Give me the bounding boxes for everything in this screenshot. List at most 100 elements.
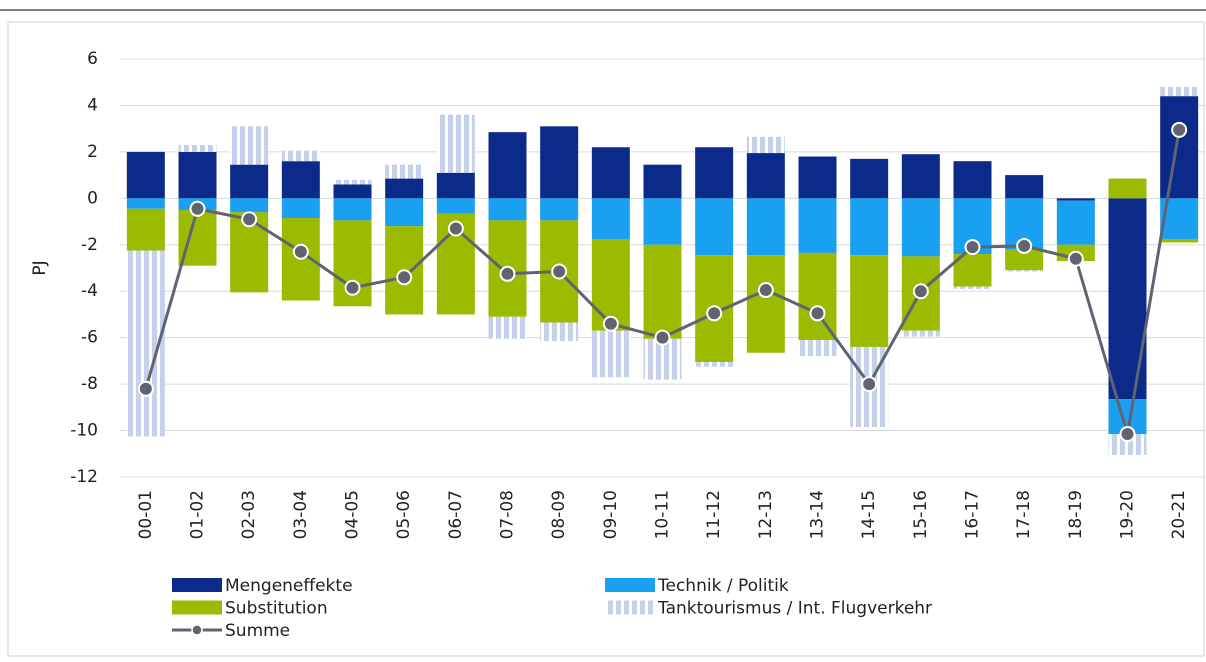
legend-swatch-marker [191, 624, 203, 636]
sum-marker [447, 220, 464, 237]
bar-segment [333, 184, 372, 199]
bar-segment [281, 150, 320, 162]
bar-segment [333, 179, 372, 185]
bar-segment [953, 286, 992, 289]
x-tick-label: 00-01 [136, 490, 156, 539]
bar-segment [591, 198, 630, 239]
x-tick-label: 03-04 [291, 490, 311, 539]
sum-marker [137, 380, 154, 397]
x-tick-label: 06-07 [446, 490, 466, 539]
bar-segment [540, 322, 579, 342]
bar-segment [798, 339, 837, 357]
bar-segment [746, 153, 785, 199]
bar-segment [746, 255, 785, 353]
sum-marker [1119, 426, 1136, 443]
bar-segment [798, 156, 837, 199]
bar-segment [1160, 238, 1199, 243]
y-tick-label: 0 [87, 188, 98, 208]
bar-segment [488, 198, 527, 221]
bar-segment [798, 252, 837, 340]
x-tick-label: 09-10 [601, 490, 621, 539]
bar-segment [178, 151, 217, 199]
bar-segment [1056, 200, 1095, 245]
x-tick-label: 16-17 [963, 490, 983, 539]
legend-swatch [605, 578, 655, 592]
x-tick-label: 01-02 [188, 490, 208, 539]
x-tick-label: 11-12 [704, 490, 724, 539]
sum-marker [1067, 250, 1084, 267]
bar-segment [1108, 434, 1147, 455]
sum-marker [861, 376, 878, 393]
bar-segment [488, 316, 527, 339]
bar-segment [850, 255, 889, 347]
bar-segment [230, 126, 269, 165]
y-tick-label: -12 [70, 467, 98, 487]
bar-segment [746, 136, 785, 154]
x-tick-label: 10-11 [653, 490, 673, 539]
sum-marker [809, 305, 826, 322]
sum-marker [706, 305, 723, 322]
bar-segment [488, 132, 527, 199]
bar-segment [126, 208, 165, 251]
bar-segment [591, 330, 630, 378]
x-tick-label: 17-18 [1014, 490, 1034, 539]
y-axis-label: PJ [30, 260, 50, 275]
bar-segment [953, 161, 992, 199]
legend-label: Tanktourismus / Int. Flugverkehr [657, 599, 932, 619]
x-tick-label: 14-15 [859, 490, 879, 539]
sum-marker [499, 265, 516, 282]
sum-marker [1171, 121, 1188, 138]
bar-segment [1005, 249, 1044, 271]
x-tick-label: 05-06 [394, 490, 414, 539]
bar-segment [695, 362, 734, 367]
legend-label: Substitution [225, 599, 328, 619]
x-tick-label: 07-08 [498, 490, 518, 539]
sum-marker [964, 239, 981, 256]
bar-segment [798, 198, 837, 253]
bar-segment [230, 164, 269, 199]
chart-frame [7, 21, 1205, 657]
bar-segment [643, 198, 682, 245]
y-tick-label: 6 [87, 49, 98, 69]
bar-segment [281, 161, 320, 199]
bar-segment [901, 154, 940, 199]
bar-segment [695, 147, 734, 199]
x-tick-label: 02-03 [239, 490, 259, 539]
bar-segment [850, 198, 889, 256]
x-tick-label: 12-13 [756, 490, 776, 539]
bar-segment [126, 198, 165, 209]
bar-segment [230, 198, 269, 213]
legend-label: Mengeneffekte [225, 576, 353, 596]
sum-marker [654, 329, 671, 346]
x-tick-label: 15-16 [911, 490, 931, 539]
bar-segment [850, 158, 889, 199]
x-tick-label: 18-19 [1066, 490, 1086, 539]
x-tick-label: 04-05 [343, 490, 363, 539]
bar-segment [333, 198, 372, 221]
legend-swatch [605, 600, 655, 615]
y-tick-label: -2 [81, 235, 98, 255]
bar-segment [436, 172, 475, 199]
bar-segment [901, 198, 940, 257]
sum-marker [396, 269, 413, 286]
x-tick-label: 20-21 [1169, 490, 1189, 539]
bar-segment [281, 198, 320, 219]
x-tick-label: 08-09 [549, 490, 569, 539]
sum-marker [1016, 237, 1033, 254]
bar-segment [643, 164, 682, 199]
bar-segment [643, 244, 682, 339]
sum-marker [292, 243, 309, 260]
bar-segment [126, 151, 165, 199]
bar-segment [385, 178, 424, 199]
y-tick-label: -10 [70, 421, 98, 441]
legend-label: Technik / Politik [657, 576, 789, 596]
bar-segment [1056, 198, 1095, 201]
bar-segment [1160, 86, 1199, 97]
y-tick-label: 2 [87, 142, 98, 162]
bar-segment [901, 330, 940, 337]
bar-segment [436, 198, 475, 214]
x-tick-label: 19-20 [1118, 490, 1138, 539]
y-tick-label: -4 [81, 281, 98, 301]
sum-marker [551, 263, 568, 280]
